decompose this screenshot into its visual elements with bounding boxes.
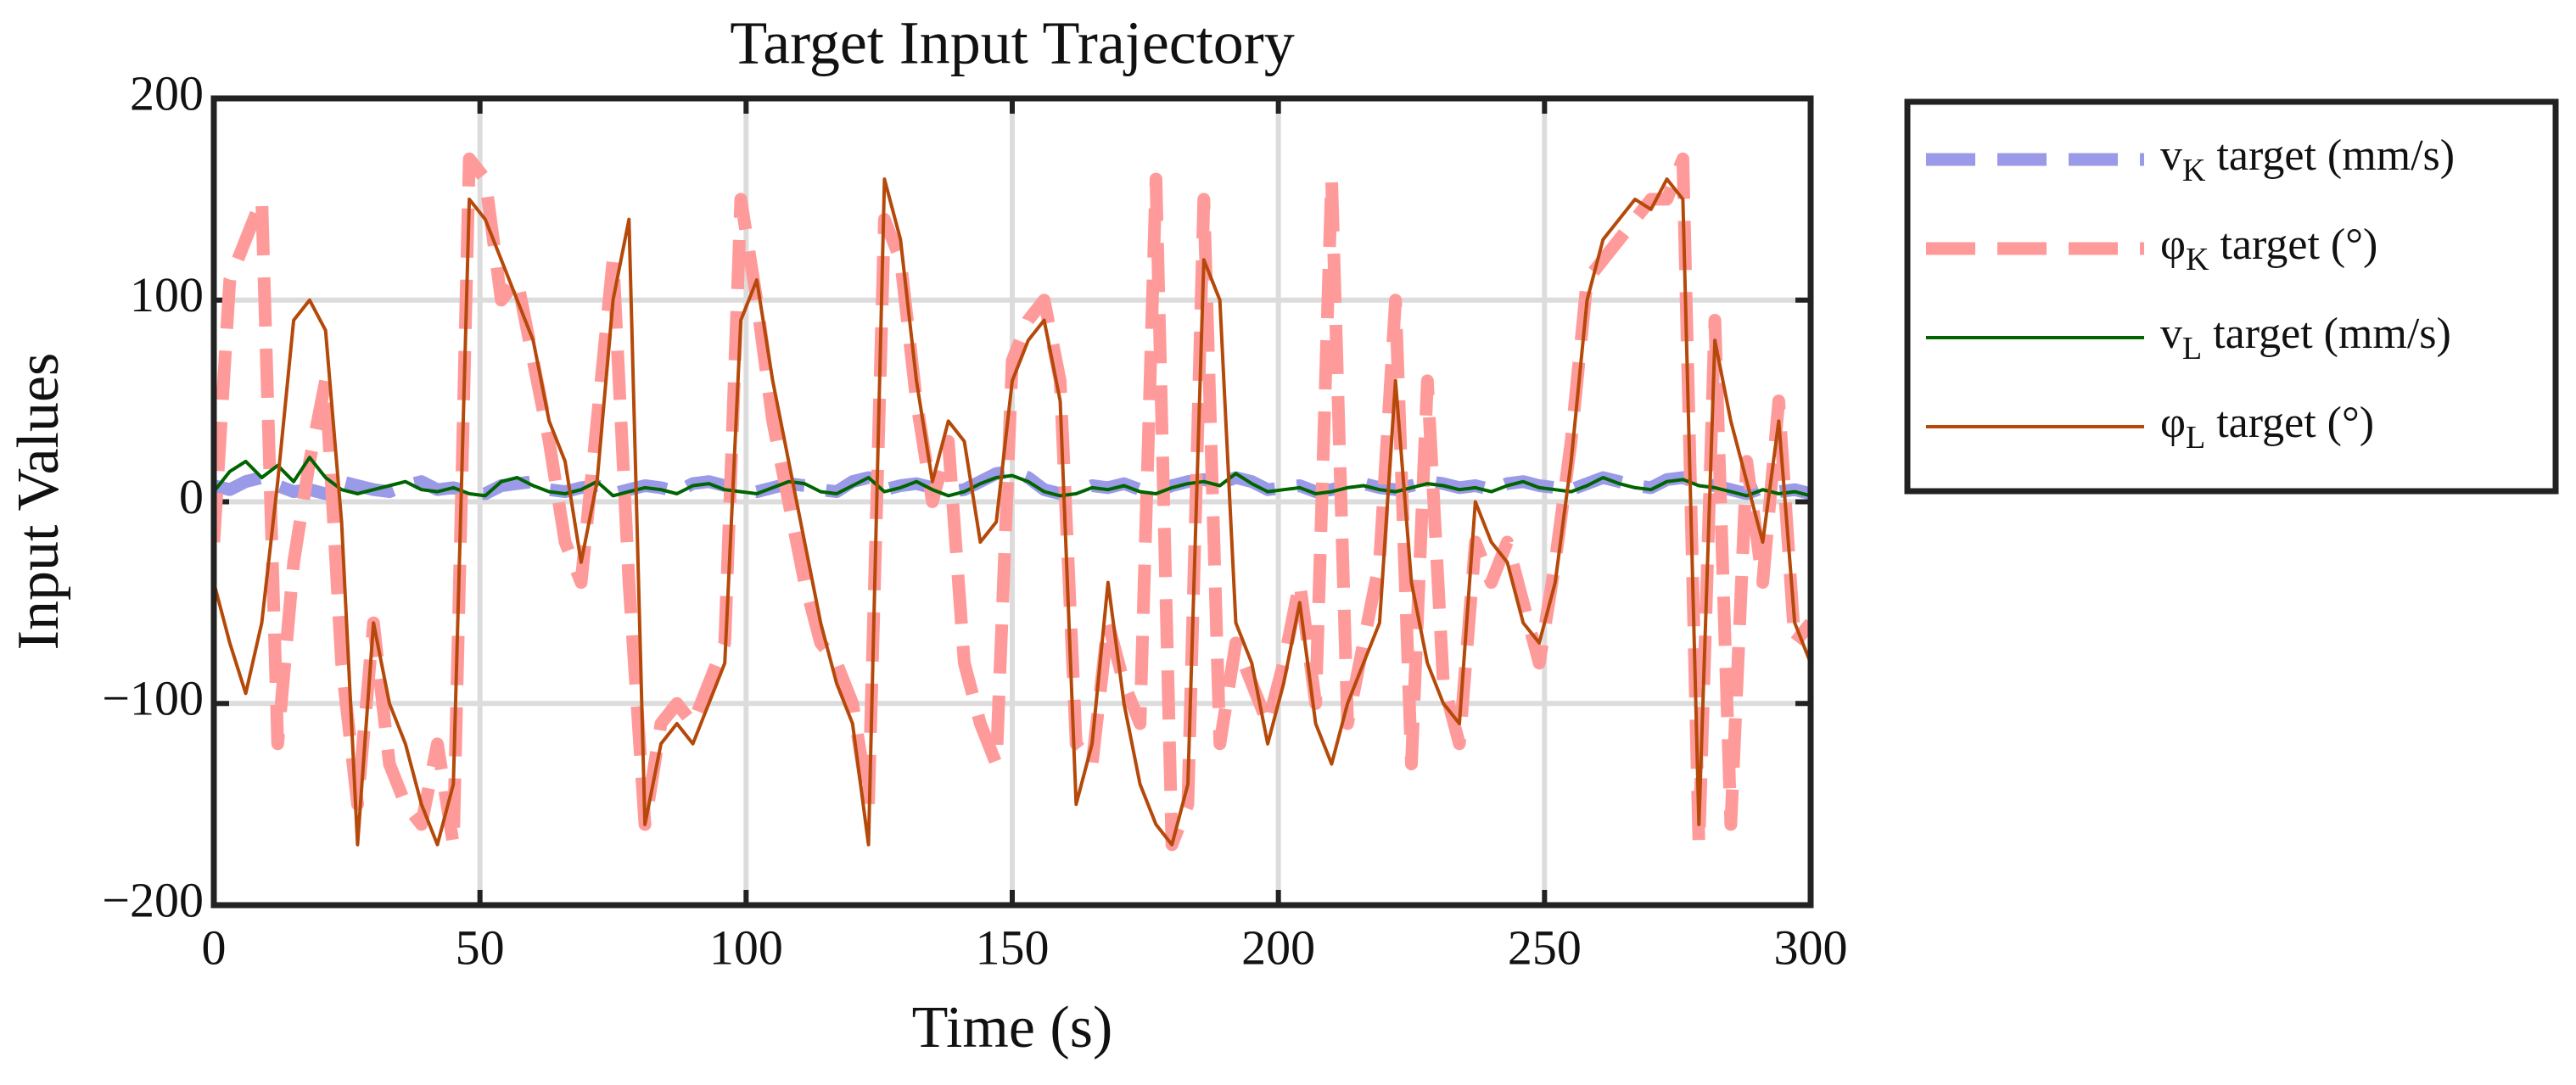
y-tick-label: 200 [130,65,204,120]
y-tick-label: −200 [102,872,204,927]
y-tick-label: −100 [102,671,204,726]
legend-label-part: target (°) [2205,399,2374,447]
series-line [214,456,1811,498]
legend-label-part: φ [2160,221,2186,269]
x-tick-label: 300 [1774,920,1848,975]
legend-label-part: target (°) [2209,221,2377,269]
legend-label-part: target (mm/s) [2202,310,2451,358]
y-tick-label: 0 [179,469,204,524]
series-line [214,152,1811,852]
x-axis-label: Time (s) [912,995,1113,1060]
series-line [214,177,1811,847]
x-tick-label: 200 [1241,920,1315,975]
legend-label: φK target (°) [2160,221,2377,277]
legend-label: vK target (mm/s) [2160,131,2455,188]
series-line [214,465,1811,501]
legend-label-part: L [2182,331,2202,366]
x-tick-label: 50 [456,920,505,975]
legend-label-part: K [2186,242,2209,277]
x-tick-label: 250 [1508,920,1582,975]
legend-label: vL target (mm/s) [2160,310,2451,366]
legend-label: φL target (°) [2160,399,2374,456]
legend-label-part: v [2160,310,2182,358]
legend-label-part: φ [2160,399,2186,447]
legend-label-part: target (mm/s) [2205,131,2455,180]
y-axis-label: Input Values [6,353,71,651]
legend-label-part: v [2160,131,2182,180]
legend-label-part: K [2182,153,2206,188]
x-tick-label: 0 [202,920,227,975]
chart-title: Target Input Trajectory [730,9,1295,77]
y-tick-label: 100 [130,267,204,322]
x-tick-label: 150 [976,920,1050,975]
plot-frame [210,95,1814,909]
legend-label-part: L [2186,420,2205,456]
x-tick-label: 100 [709,920,783,975]
